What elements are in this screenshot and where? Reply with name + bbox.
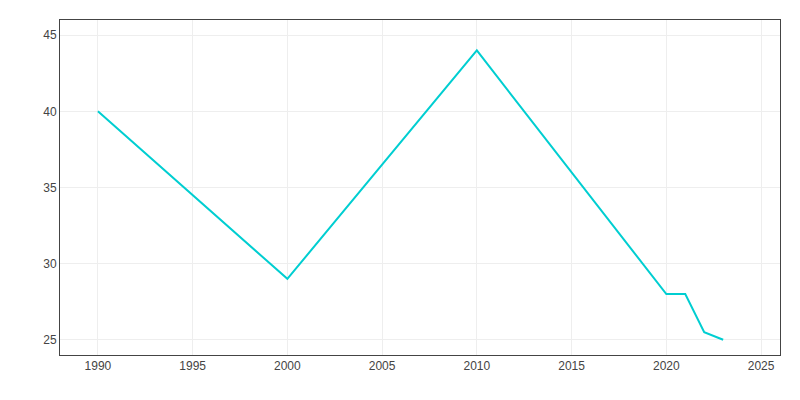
svg-text:2020: 2020 (653, 359, 680, 373)
svg-text:2005: 2005 (369, 359, 396, 373)
svg-text:40: 40 (43, 105, 57, 119)
svg-text:2010: 2010 (463, 359, 490, 373)
svg-text:2025: 2025 (748, 359, 775, 373)
svg-text:2000: 2000 (274, 359, 301, 373)
svg-text:25: 25 (43, 333, 57, 347)
svg-text:2015: 2015 (558, 359, 585, 373)
svg-text:1990: 1990 (85, 359, 112, 373)
svg-text:35: 35 (43, 181, 57, 195)
svg-text:1995: 1995 (179, 359, 206, 373)
svg-text:30: 30 (43, 257, 57, 271)
svg-text:45: 45 (43, 28, 57, 42)
